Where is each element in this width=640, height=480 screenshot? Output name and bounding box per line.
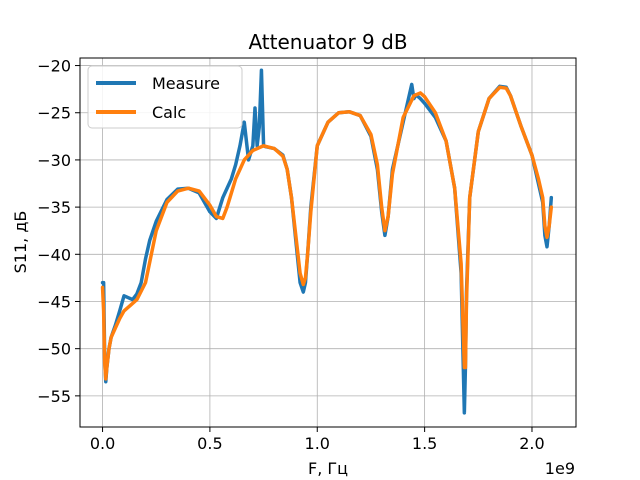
y-axis-ticks: −20 −25 −30 −35 −40 −45 −50 −55 bbox=[37, 57, 80, 406]
x-tick-label: 0.0 bbox=[90, 434, 115, 453]
y-tick-label: −50 bbox=[37, 340, 71, 359]
x-offset-label: 1e9 bbox=[545, 459, 575, 478]
y-tick-label: −40 bbox=[37, 245, 71, 264]
legend-label-calc: Calc bbox=[152, 103, 186, 122]
axes-frame bbox=[79, 57, 577, 428]
y-tick-label: −55 bbox=[37, 387, 71, 406]
plot-series bbox=[100, 68, 554, 415]
y-tick-label: −30 bbox=[37, 151, 71, 170]
y-tick-label: −25 bbox=[37, 104, 71, 123]
x-tick-label: 1.0 bbox=[305, 434, 330, 453]
y-tick-label: −20 bbox=[37, 57, 71, 76]
x-axis-label: F, Гц bbox=[308, 459, 348, 478]
y-tick-label: −35 bbox=[37, 198, 71, 217]
y-axis-label: S11, дБ bbox=[11, 211, 30, 274]
series-line-calc bbox=[100, 85, 554, 381]
legend-label-measure: Measure bbox=[152, 74, 220, 93]
y-tick-label: −45 bbox=[37, 292, 71, 311]
x-tick-label: 2.0 bbox=[519, 434, 544, 453]
legend: Measure Calc bbox=[87, 65, 243, 129]
x-axis-ticks: 0.0 0.5 1.0 1.5 2.0 bbox=[90, 427, 545, 453]
x-tick-label: 0.5 bbox=[197, 434, 222, 453]
x-tick-label: 1.5 bbox=[412, 434, 437, 453]
chart-title: Attenuator 9 dB bbox=[248, 30, 407, 54]
